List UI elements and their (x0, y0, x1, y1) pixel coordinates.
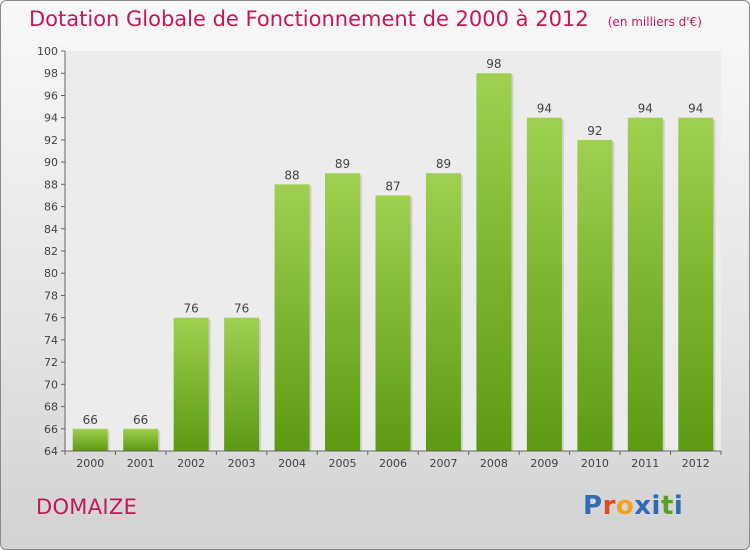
logo-letter: o (615, 491, 635, 521)
data-label: 88 (284, 168, 299, 182)
proxiti-logo[interactable]: Proxiti (583, 491, 683, 521)
y-tick-label: 90 (44, 156, 58, 169)
bar (425, 173, 461, 451)
bar (72, 428, 108, 451)
logo-letter: x (634, 491, 652, 521)
data-label: 89 (436, 157, 451, 171)
y-tick-label: 84 (44, 223, 58, 236)
bar (173, 317, 209, 451)
logo-letter: i (651, 491, 661, 521)
y-tick-label: 80 (44, 267, 58, 280)
data-label: 92 (587, 124, 602, 138)
bar (325, 173, 361, 451)
x-tick-label: 2004 (278, 457, 306, 470)
y-tick-label: 68 (44, 401, 58, 414)
bars: 66 66 76 76 88 89 87 89 98 94 92 94 94 (72, 57, 716, 452)
data-label: 66 (133, 413, 148, 427)
x-tick-label: 2012 (682, 457, 710, 470)
bar (123, 428, 159, 451)
y-tick-label: 64 (44, 445, 58, 458)
x-axis: 2000 2001 2002 2003 2004 2005 2006 2007 2008 2009… (64, 450, 722, 470)
y-tick-label: 92 (44, 134, 58, 147)
chart-title: Dotation Globale de Fonctionnement de 20… (29, 7, 589, 31)
y-tick-label: 72 (44, 356, 58, 369)
y-tick-label: 76 (44, 312, 58, 325)
bar (274, 184, 310, 452)
x-tick-label: 2001 (127, 457, 155, 470)
x-tick-label: 2009 (530, 457, 558, 470)
y-tick-label: 74 (44, 334, 58, 347)
x-tick-label: 2010 (581, 457, 609, 470)
y-tick-label: 94 (44, 112, 58, 125)
x-tick-label: 2008 (480, 457, 508, 470)
bar (476, 73, 512, 451)
data-label: 98 (486, 57, 501, 71)
data-label: 94 (638, 102, 653, 116)
bar (627, 117, 663, 452)
bar (375, 195, 411, 451)
commune-name: DOMAIZE (36, 495, 138, 519)
x-tick-label: 2007 (429, 457, 457, 470)
x-tick-label: 2002 (177, 457, 205, 470)
bar (526, 117, 562, 452)
x-tick-label: 2011 (631, 457, 659, 470)
y-tick-label: 86 (44, 201, 58, 214)
unit-note: (en milliers d'€) (607, 15, 702, 29)
y-tick-label: 96 (44, 89, 58, 102)
y-tick-label: 70 (44, 378, 58, 391)
bar (224, 317, 260, 451)
y-tick-label: 88 (44, 178, 58, 191)
y-tick-label: 66 (44, 423, 58, 436)
bar (678, 117, 714, 452)
bar (577, 139, 613, 451)
x-tick-label: 2003 (228, 457, 256, 470)
data-label: 76 (234, 302, 249, 316)
logo-letter: i (673, 491, 684, 521)
data-label: 94 (537, 102, 552, 116)
data-label: 94 (688, 102, 703, 116)
y-axis: 64 66 68 70 72 74 76 78 80 82 84 86 88 90 92 94 96 98 100 (37, 45, 66, 458)
logo-letter: t (660, 491, 674, 521)
x-tick-label: 2000 (76, 457, 104, 470)
y-tick-label: 100 (37, 45, 58, 58)
logo-letter: P (583, 491, 603, 521)
x-tick-label: 2005 (329, 457, 357, 470)
y-tick-label: 82 (44, 245, 58, 258)
data-label: 89 (335, 157, 350, 171)
data-label: 66 (83, 413, 98, 427)
data-label: 87 (385, 179, 400, 193)
y-tick-label: 98 (44, 67, 58, 80)
y-tick-label: 78 (44, 289, 58, 302)
logo-letter: r (602, 491, 616, 521)
data-label: 76 (184, 302, 199, 316)
title-block: Dotation Globale de Fonctionnement de 20… (29, 7, 702, 31)
x-tick-label: 2006 (379, 457, 407, 470)
